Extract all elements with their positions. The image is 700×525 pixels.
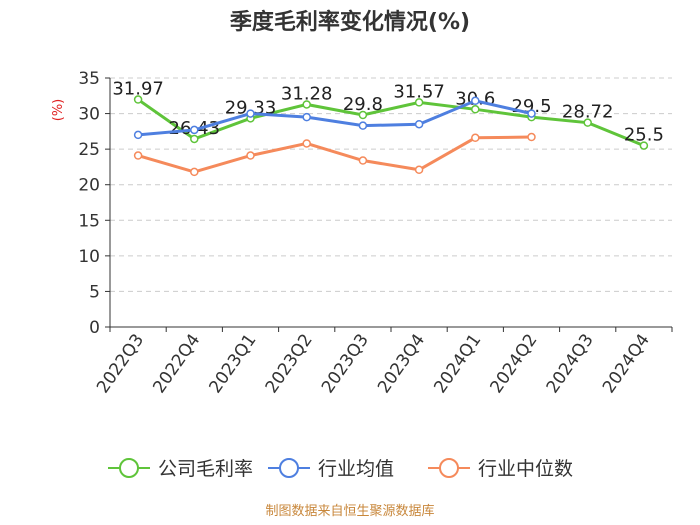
- series-point-2: [133, 151, 143, 160]
- series-point-0: [358, 110, 368, 120]
- series-line-2: [137, 135, 532, 174]
- legend-marker: [119, 458, 139, 478]
- y-tick-label: 10: [78, 247, 100, 267]
- series-point-0: [133, 95, 143, 104]
- y-axis-label: (%): [51, 99, 66, 122]
- y-tick-label: 15: [78, 211, 100, 231]
- series-point-0: [414, 98, 424, 107]
- series-point-1: [358, 121, 368, 130]
- series-point-2: [471, 133, 480, 143]
- series-point-0: [639, 141, 649, 150]
- legend-label: 行业中位数: [478, 458, 573, 480]
- y-tick-label: 35: [78, 69, 100, 89]
- series-point-2: [302, 139, 311, 148]
- y-tick-label: 25: [78, 140, 100, 160]
- series-point-0: [190, 134, 199, 144]
- series-point-2: [527, 132, 536, 142]
- series-point-2: [190, 167, 199, 177]
- legend-marker: [439, 458, 459, 478]
- data-label: 31.57: [393, 81, 445, 102]
- x-tick-label: 2023Q2: [262, 330, 317, 397]
- series-point-0: [302, 100, 311, 109]
- source-note: 制图数据来自恒生聚源数据库: [265, 504, 435, 519]
- series-point-2: [358, 156, 368, 165]
- x-tick-label: 2023Q4: [374, 330, 429, 397]
- x-tick-label: 2023Q1: [206, 330, 261, 397]
- series-line-0: [137, 98, 645, 147]
- y-tick-label: 20: [78, 176, 100, 196]
- x-tick-label: 2024Q3: [543, 330, 598, 397]
- series-point-2: [414, 165, 424, 175]
- x-tick-label: 2024Q1: [430, 330, 485, 397]
- series-point-2: [246, 151, 255, 160]
- data-label: 25.5: [624, 125, 664, 146]
- data-label: 31.97: [112, 79, 164, 100]
- x-tick-label: 2023Q3: [318, 330, 373, 397]
- series-point-1: [246, 109, 255, 118]
- data-label: 28.72: [562, 102, 614, 123]
- series-point-0: [583, 118, 592, 127]
- y-tick-label: 5: [89, 282, 100, 302]
- series-point-1: [302, 112, 311, 122]
- legend-label: 行业均值: [318, 458, 394, 480]
- series-point-0: [471, 105, 480, 114]
- data-label: 31.28: [281, 83, 333, 104]
- x-tick-label: 2024Q2: [487, 330, 542, 397]
- legend-marker: [279, 458, 299, 478]
- legend-label: 公司毛利率: [158, 458, 253, 480]
- series-point-1: [190, 125, 199, 135]
- series-point-1: [133, 130, 143, 140]
- series-line-1: [137, 99, 532, 137]
- y-tick-label: 30: [78, 105, 100, 125]
- chart-title: 季度毛利率变化情况(%): [229, 10, 471, 35]
- data-label: 29.8: [343, 94, 383, 115]
- series-point-1: [527, 109, 536, 118]
- series-point-1: [414, 119, 424, 129]
- x-tick-label: 2024Q4: [599, 330, 654, 397]
- series-point-1: [471, 96, 480, 106]
- y-tick-label: 0: [89, 318, 100, 338]
- x-tick-label: 2022Q4: [149, 330, 204, 397]
- x-tick-label: 2022Q3: [93, 330, 148, 397]
